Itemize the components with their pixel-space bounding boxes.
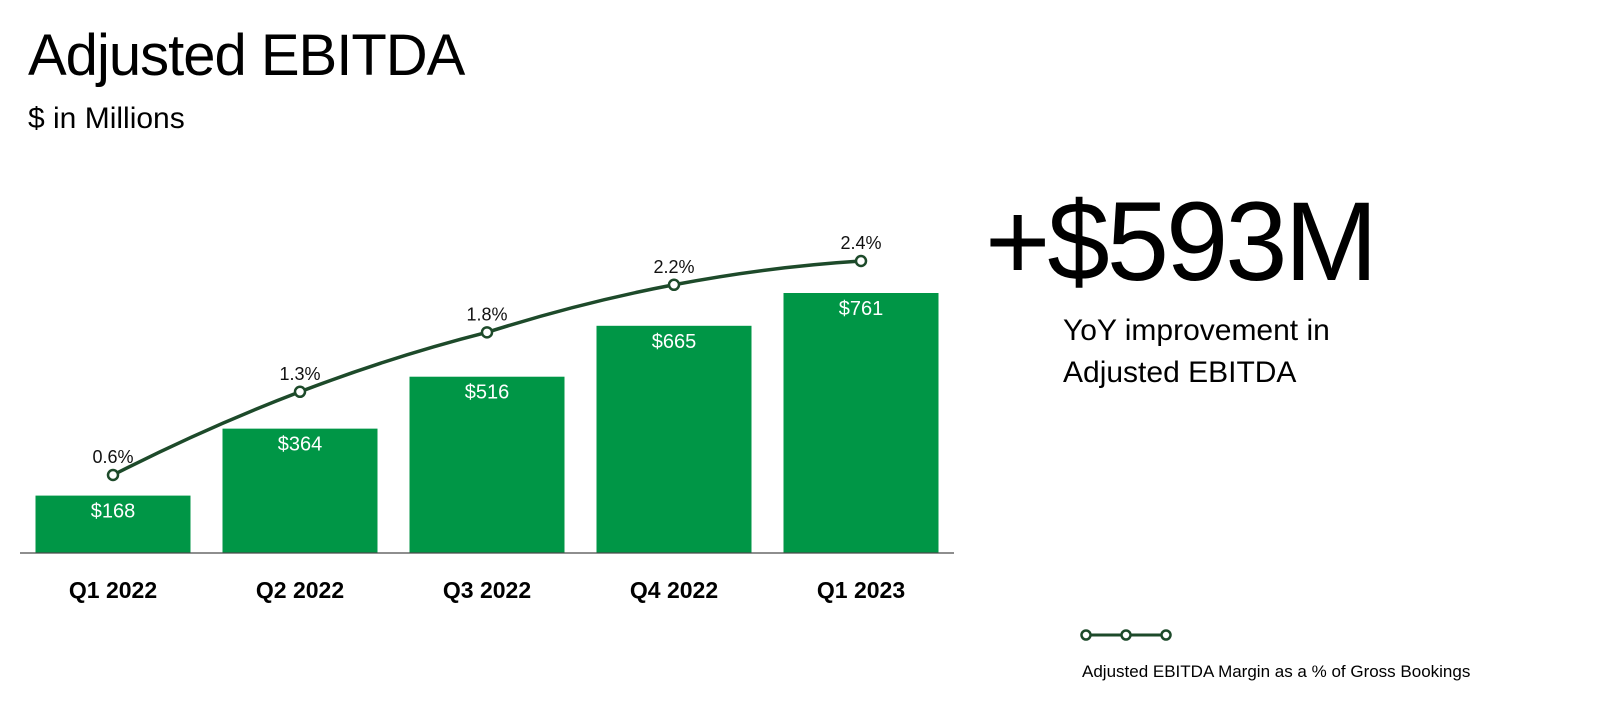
yoy-improvement-value: +$593M [985,179,1378,304]
page-subtitle: $ in Millions [28,102,185,135]
margin-point [480,326,494,339]
margin-value-label: 1.3% [279,364,320,384]
bar [35,495,191,553]
margin-value-label: 0.6% [92,447,133,467]
margin-value-label: 1.8% [466,304,507,324]
ebitda-chart: $168 Q1 2022 $364 Q2 2022 $516 Q3 2022 $665 Q4 … [20,233,954,603]
margin-point [293,385,307,399]
x-tick-label: Q1 2023 [817,577,905,603]
legend-line-marker-icon [1080,629,1172,641]
margin-value-label: 2.4% [840,233,881,253]
bar [783,293,939,553]
x-tick-label: Q1 2022 [69,577,157,603]
margin-value-label: 2.2% [653,257,694,277]
bar-value-label: $168 [91,501,136,523]
caption-line-1: YoY improvement in [1063,314,1330,347]
legend-dot [1120,629,1132,641]
margin-point [667,278,681,292]
legend-dot [1160,629,1172,641]
x-tick-label: Q2 2022 [256,577,344,603]
margin-point [106,468,120,482]
bar-value-label: $364 [278,434,323,456]
bar [409,376,565,553]
x-tick-label: Q3 2022 [443,577,531,603]
bar [222,428,378,553]
bar-value-label: $665 [652,331,697,353]
bar-value-label: $761 [839,298,884,320]
yoy-improvement-caption: YoY improvement in Adjusted EBITDA [1063,310,1483,394]
bar-value-label: $516 [465,382,510,404]
legend-dot [1080,629,1092,641]
caption-line-2: Adjusted EBITDA [1063,356,1297,389]
margin-point [854,254,868,268]
legend-label: Adjusted EBITDA Margin as a % of Gross B… [1082,662,1471,681]
page-title: Adjusted EBITDA [28,23,465,88]
x-tick-label: Q4 2022 [630,577,718,603]
bar [596,325,752,553]
